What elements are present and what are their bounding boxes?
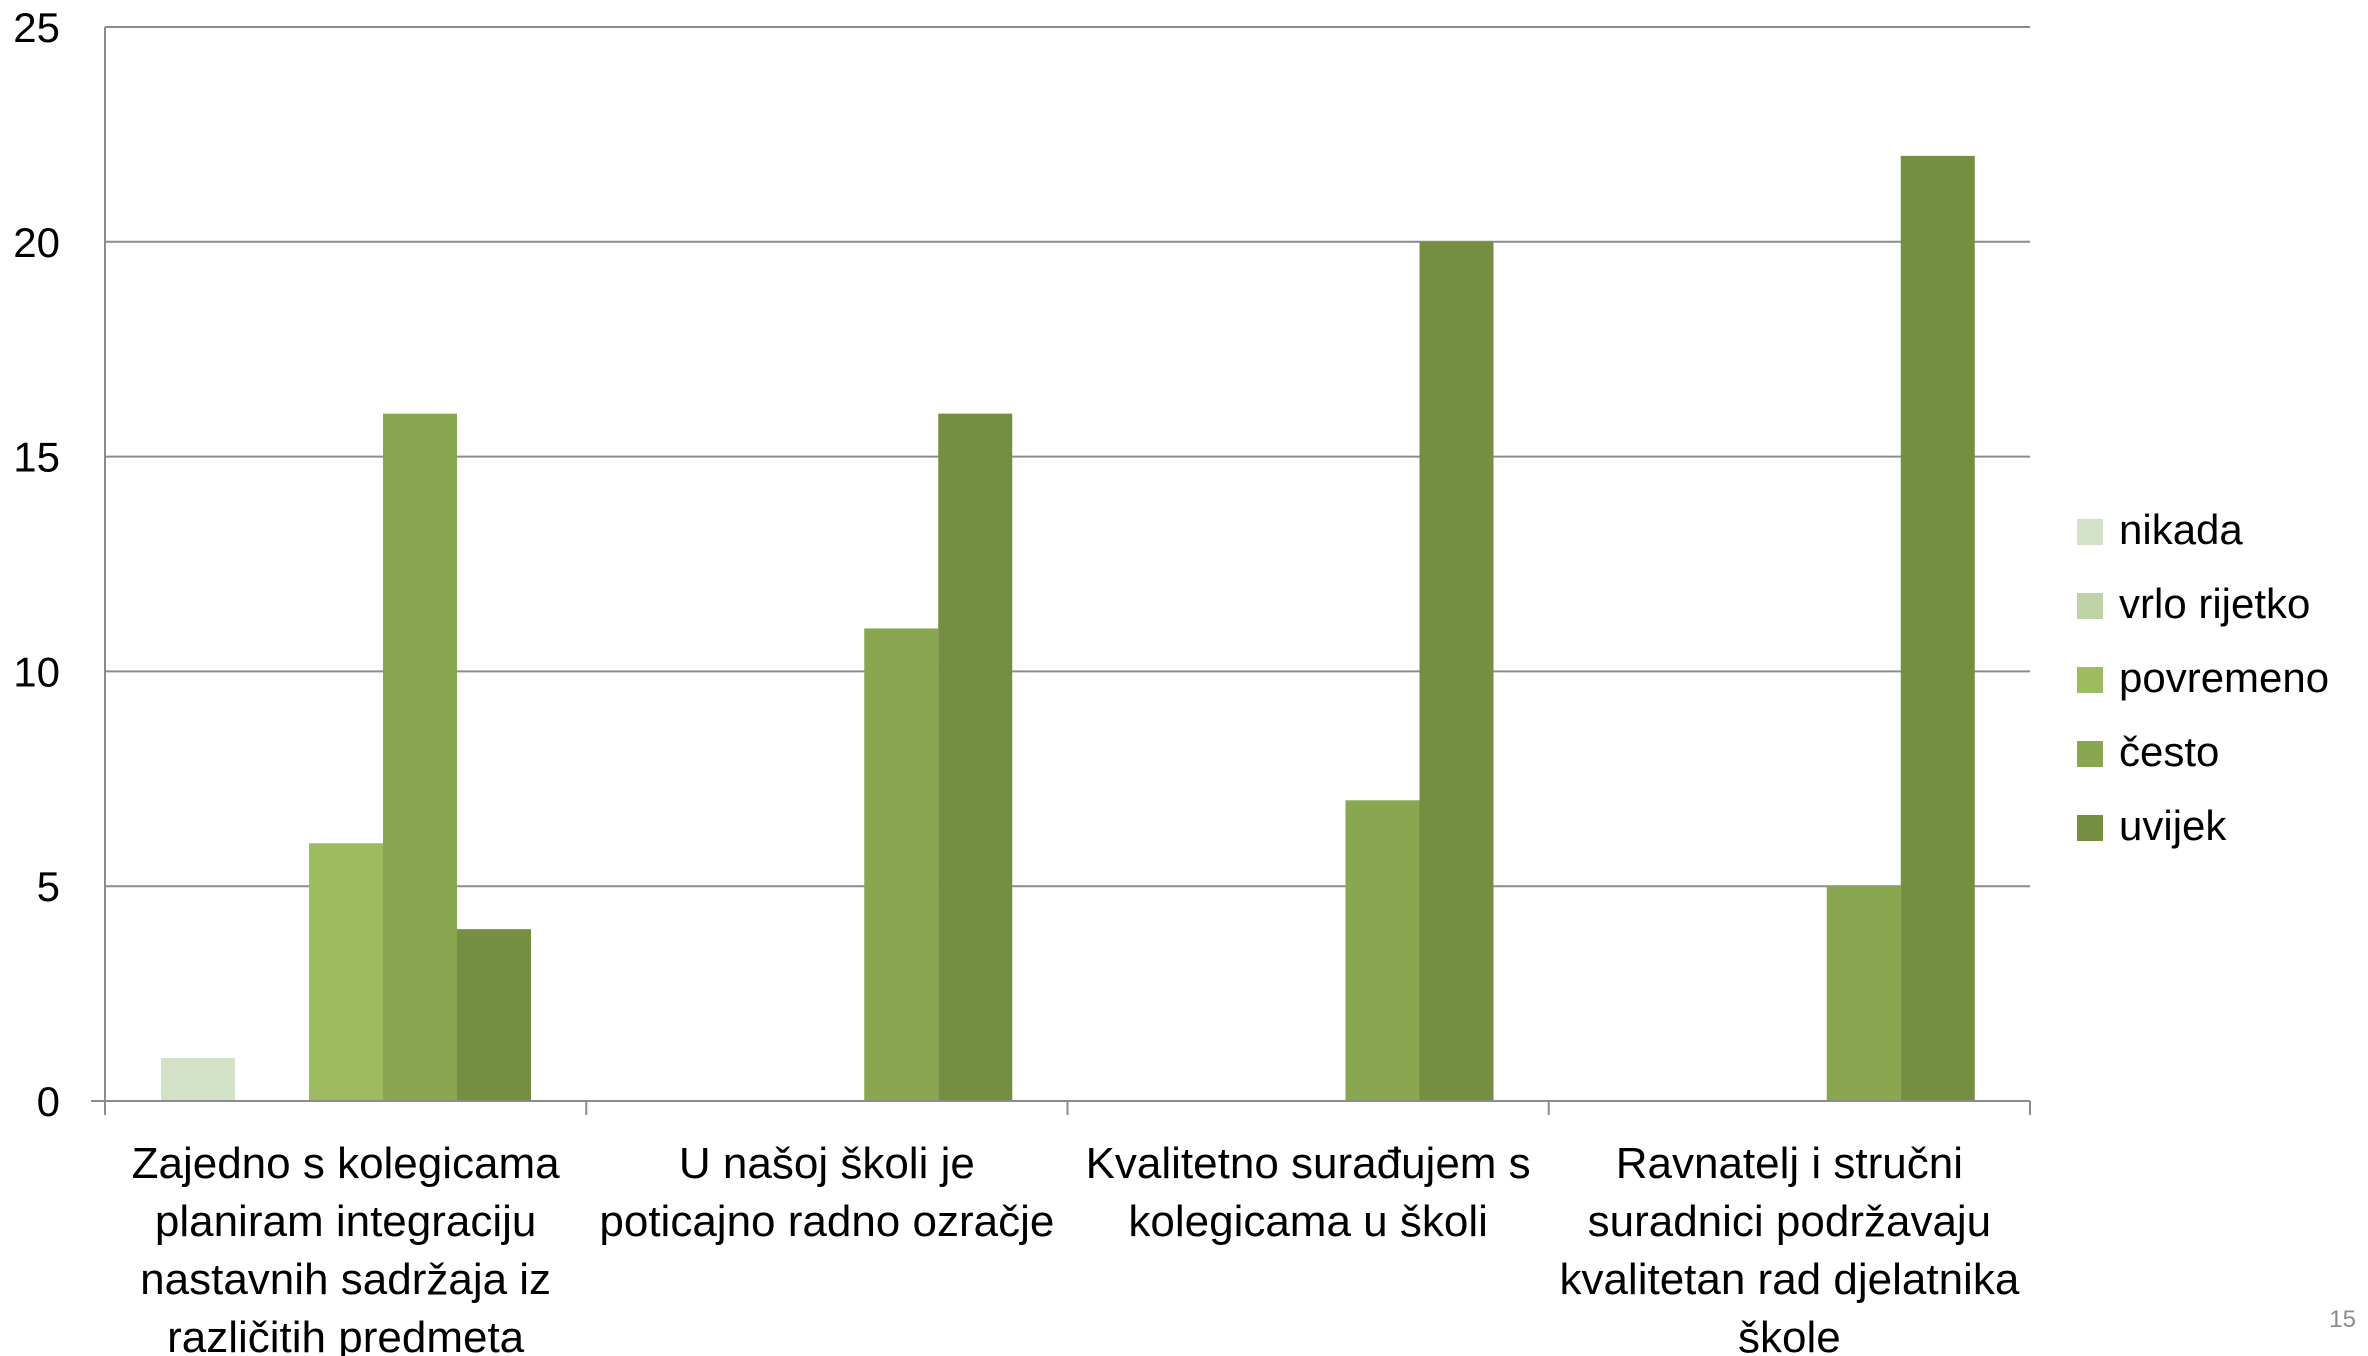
category-label-line: suradnici podržavaju	[1588, 1197, 1992, 1246]
category-label-line: poticajno radno ozračje	[599, 1197, 1054, 1246]
category-label-line: kvalitetan rad djelatnika	[1559, 1255, 2019, 1304]
legend-label: često	[2119, 728, 2219, 775]
y-tick-label: 25	[13, 4, 60, 51]
category-label-line: Zajedno s kolegicama	[132, 1139, 561, 1188]
bar-uvijek-1	[457, 929, 531, 1101]
category-label-line: kolegicama u školi	[1128, 1197, 1488, 1246]
category-labels: Zajedno s kolegicama planiram integraciju…	[132, 1139, 2020, 1356]
category-label: U našoj školi je poticajno radno ozračje	[599, 1139, 1054, 1246]
category-label-line: Kvalitetno surađujem s	[1086, 1139, 1531, 1188]
y-tick-label: 20	[13, 219, 60, 266]
legend: nikada vrlo rijetko povremeno često uvijek	[2077, 506, 2329, 849]
page-number: 15	[2329, 1306, 2356, 1333]
y-tick-labels: 0 5 10 15 20 25	[13, 4, 60, 1125]
bar-povremeno-1	[309, 843, 383, 1101]
bar-uvijek-3	[1419, 241, 1494, 1102]
bar-uvijek-4	[1900, 155, 1975, 1101]
legend-label: povremeno	[2119, 654, 2329, 701]
bars	[161, 155, 1975, 1102]
bar-često-2	[864, 628, 939, 1101]
y-tick-label: 15	[13, 434, 60, 481]
y-tick-label: 0	[37, 1078, 60, 1125]
category-label: Zajedno s kolegicama planiram integraciju…	[132, 1139, 561, 1356]
bar-često-4	[1826, 886, 1901, 1101]
category-label-line: Ravnatelj i stručni	[1616, 1139, 1963, 1188]
bar-nikada-1	[161, 1058, 235, 1101]
legend-swatch	[2077, 519, 2103, 545]
axes	[91, 27, 2031, 1115]
y-tick-label: 5	[37, 863, 60, 910]
legend-swatch	[2077, 667, 2103, 693]
bar-često-1	[383, 413, 457, 1101]
legend-label: vrlo rijetko	[2119, 580, 2310, 627]
legend-label: uvijek	[2119, 802, 2227, 849]
bar-uvijek-2	[938, 413, 1013, 1101]
category-label-line: škole	[1738, 1313, 1841, 1356]
category-label-line: U našoj školi je	[679, 1139, 975, 1188]
y-tick-label: 10	[13, 648, 60, 695]
category-label-line: različitih predmeta	[167, 1313, 525, 1356]
category-label-line: planiram integraciju	[155, 1197, 537, 1246]
bar-često-3	[1345, 800, 1420, 1101]
legend-swatch	[2077, 593, 2103, 619]
category-label-line: nastavnih sadržaja iz	[140, 1255, 551, 1304]
category-label: Ravnatelj i stručni suradnici podržavaju k…	[1559, 1139, 2019, 1356]
legend-swatch	[2077, 815, 2103, 841]
category-label: Kvalitetno surađujem s kolegicama u školi	[1086, 1139, 1531, 1246]
legend-label: nikada	[2119, 506, 2243, 553]
legend-swatch	[2077, 741, 2103, 767]
